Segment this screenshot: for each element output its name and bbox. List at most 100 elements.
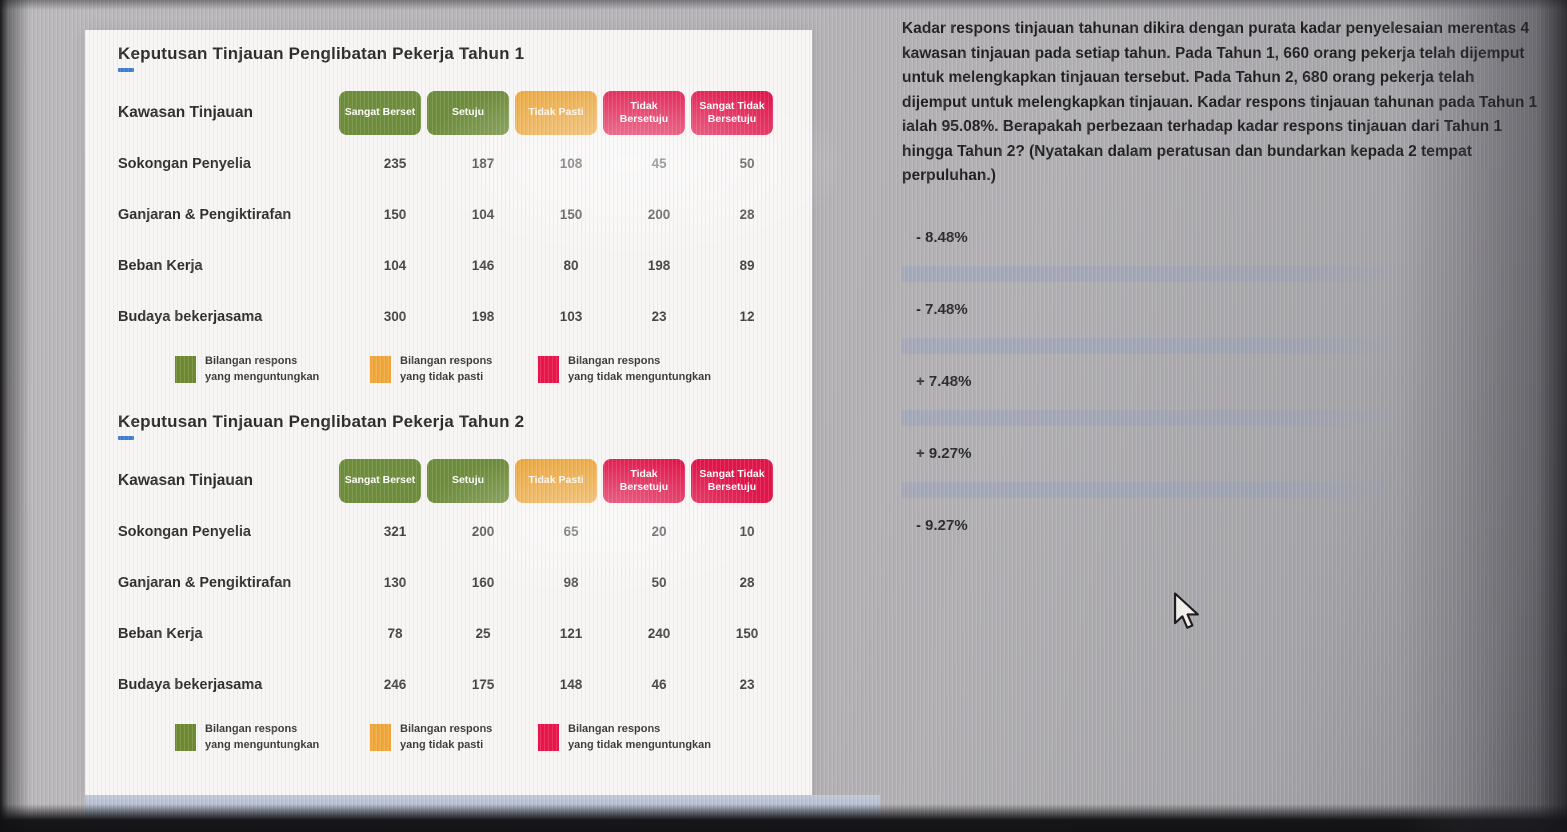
table-cell: 50: [651, 575, 667, 590]
legend-label: Bilangan respons: [400, 723, 493, 735]
answer-option[interactable]: - 7.48%: [916, 301, 968, 318]
legend-label: yang tidak menguntungkan: [568, 738, 712, 751]
legend-label: yang menguntungkan: [205, 370, 320, 383]
table-cell: 200: [647, 207, 671, 222]
table-cell: 28: [739, 207, 755, 222]
table-cell: 78: [387, 626, 403, 641]
answer-option[interactable]: - 8.48%: [916, 229, 968, 246]
table-cell: 121: [559, 626, 583, 641]
table-cell: 65: [563, 524, 579, 539]
table-cell: 80: [563, 258, 579, 273]
legend-label: Bilangan respons: [568, 723, 661, 735]
table-cell: 150: [559, 207, 583, 222]
legend-label: Bilangan respons: [205, 723, 298, 735]
table-cell: 200: [471, 524, 495, 539]
question-line: Kadar respons tinjauan tahunan dikira de…: [902, 20, 1530, 37]
table-cell: 175: [471, 677, 495, 692]
table-cell: 104: [383, 258, 407, 273]
badge-sangat-tidak-bersetuju: Sangat Tidak Bersetuju: [691, 459, 773, 503]
legend-label: yang menguntungkan: [205, 738, 320, 751]
row-label: Beban Kerja: [118, 625, 203, 642]
legend-item-unfavourable: Bilangan respons yang tidak menguntungka…: [538, 354, 711, 386]
table-cell: 130: [383, 575, 407, 590]
legend-item-unfavourable: Bilangan respons yang tidak menguntungka…: [538, 722, 711, 754]
year2-table: Kawasan Tinjauan Sangat Berset Setuju Ti…: [118, 456, 784, 710]
table-cell: 198: [471, 309, 495, 324]
table-cell: 23: [651, 309, 667, 324]
table-cell: 150: [383, 207, 407, 222]
table-cell: 25: [475, 626, 491, 641]
year1-title: Keputusan Tinjauan Penglibatan Pekerja T…: [118, 44, 525, 63]
table-cell: 148: [559, 677, 583, 692]
answer-option[interactable]: + 9.27%: [916, 445, 972, 462]
table-cell: 108: [559, 156, 583, 171]
title-accent-dash: [118, 68, 134, 72]
question-panel: Kadar respons tinjauan tahunan dikira de…: [902, 20, 1552, 548]
row-label: Budaya bekerjasama: [118, 676, 263, 693]
year2-legend: Bilangan respons yang menguntungkan Bila…: [118, 722, 784, 758]
row-label: Budaya bekerjasama: [118, 308, 263, 325]
option-divider: [902, 481, 1388, 498]
legend-item-uncertain: Bilangan respons yang tidak pasti: [370, 354, 492, 386]
year1-section: Keputusan Tinjauan Penglibatan Pekerja T…: [118, 44, 784, 390]
question-line: perpuluhan.): [902, 167, 996, 184]
question-text: Kadar respons tinjauan tahunan dikira de…: [902, 20, 1552, 192]
row-label: Ganjaran & Pengiktirafan: [118, 574, 292, 591]
table-cell: 89: [739, 258, 755, 273]
table-cell: 160: [471, 575, 495, 590]
badge-setuju: Setuju: [427, 91, 509, 135]
badge-setuju: Setuju: [427, 459, 509, 503]
badge-sangat-bersetuju: Sangat Berset: [339, 91, 421, 135]
table-cell: 104: [471, 207, 495, 222]
favourable-swatch-icon: [175, 356, 196, 384]
question-line: ialah 95.08%. Berapakah perbezaan terhad…: [902, 118, 1503, 135]
table-cell: 98: [563, 575, 579, 590]
year2-title: Keputusan Tinjauan Penglibatan Pekerja T…: [118, 412, 525, 431]
year1-legend: Bilangan respons yang menguntungkan Bila…: [118, 354, 784, 390]
bottom-scroll-band: [85, 795, 880, 817]
table-cell: 150: [735, 626, 759, 641]
table-cell: 198: [647, 258, 671, 273]
row-label: Ganjaran & Pengiktirafan: [118, 206, 292, 223]
table-cell: 321: [383, 524, 407, 539]
table-cell: 45: [651, 156, 667, 171]
question-line: kawasan tinjauan pada setiap tahun. Pada…: [902, 44, 1525, 62]
table-cell: 235: [383, 156, 407, 171]
mouse-cursor-icon: [1174, 592, 1199, 629]
legend-label: yang tidak pasti: [400, 370, 484, 383]
option-divider: [902, 337, 1388, 354]
row-header-label: Kawasan Tinjauan: [118, 104, 253, 121]
legend-label: Bilangan respons: [205, 355, 298, 367]
badge-tidak-pasti: Tidak Pasti: [515, 459, 597, 503]
badge-tidak-pasti: Tidak Pasti: [515, 91, 597, 135]
answer-option[interactable]: + 7.48%: [916, 373, 972, 390]
table-cell: 246: [383, 677, 407, 692]
badge-sangat-bersetuju: Sangat Berset: [339, 459, 421, 503]
question-line: dijemput untuk melengkapkan tinjauan. Ka…: [902, 93, 1538, 111]
table-cell: 46: [651, 677, 667, 692]
table-cell: 146: [471, 258, 495, 273]
survey-results-panel: Keputusan Tinjauan Penglibatan Pekerja T…: [85, 30, 845, 800]
table-cell: 20: [651, 524, 667, 539]
year1-table: Kawasan Tinjauan Sangat Berset Setuju Ti…: [118, 88, 784, 342]
option-divider: [902, 265, 1388, 282]
year2-section: Keputusan Tinjauan Penglibatan Pekerja T…: [118, 412, 784, 758]
answer-option[interactable]: - 9.27%: [916, 517, 968, 534]
badge-tidak-bersetuju: Tidak Bersetuju: [603, 459, 685, 503]
legend-label: Bilangan respons: [400, 355, 493, 367]
row-label: Sokongan Penyelia: [118, 155, 251, 172]
table-cell: 300: [383, 309, 407, 324]
table-cell: 187: [471, 156, 495, 171]
question-line: untuk melengkapkan tinjauan tersebut. Pa…: [902, 69, 1475, 86]
table-cell: 12: [739, 309, 755, 324]
table-cell: 103: [559, 309, 583, 324]
title-accent-dash: [118, 436, 134, 440]
uncertain-swatch-icon: [370, 356, 391, 384]
legend-item-favourable: Bilangan respons yang menguntungkan: [175, 722, 319, 754]
legend-label: yang tidak menguntungkan: [568, 370, 712, 383]
table-cell: 23: [739, 677, 755, 692]
legend-label: Bilangan respons: [568, 355, 661, 367]
favourable-swatch-icon: [175, 724, 196, 752]
badge-tidak-bersetuju: Tidak Bersetuju: [603, 91, 685, 135]
